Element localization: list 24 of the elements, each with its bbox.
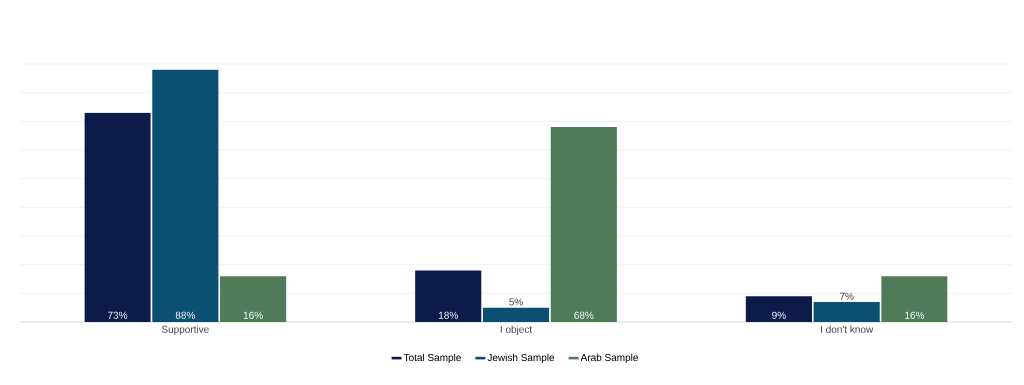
bar [550,127,617,322]
data-label: 7% [839,292,854,300]
x-tick-label: I object [500,325,533,335]
legend-label: Jewish Sample [487,353,555,364]
data-label: 18% [438,311,458,319]
bar [813,301,880,322]
x-tick-label: Supportive [161,325,209,335]
legend-label: Total Sample [403,353,461,364]
data-label: 73% [108,311,128,319]
data-label: 9% [772,311,786,319]
data-label: 68% [574,311,594,319]
legend-label: Arab Sample [580,353,638,364]
bar [415,270,482,322]
bar [745,296,812,322]
data-label: 88% [175,311,195,319]
bar [881,276,948,322]
data-label: 16% [905,311,925,319]
bar [482,307,550,322]
bar [220,276,287,322]
x-tick-label: I don't know [821,325,874,333]
data-label: 16% [243,311,263,319]
data-label: 5% [509,298,523,306]
bar [152,69,219,322]
bar [84,112,151,322]
